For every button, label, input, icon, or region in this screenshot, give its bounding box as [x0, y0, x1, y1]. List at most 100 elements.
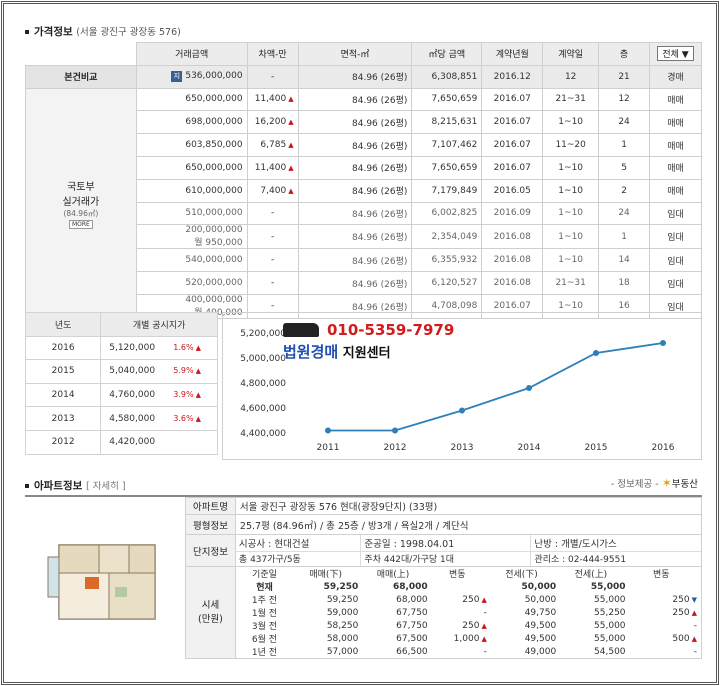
- sale-high: 67,750: [396, 607, 428, 618]
- sale-change-cell: 250 ▲: [428, 593, 487, 606]
- sale-change: 250: [462, 620, 480, 631]
- land-price-pct: 3.9%: [173, 390, 194, 400]
- floor-plan-image: [45, 537, 165, 625]
- apt-name-value: 서울 광진구 광장동 576 현대(광장9단지) (33평): [234, 497, 703, 515]
- contract-month-cell: 2016.09: [481, 201, 544, 226]
- land-price-pct: 1.6%: [173, 342, 194, 352]
- apt-name-row: 아파트명 서울 광진구 광장동 576 현대(광장9단지) (33평): [185, 497, 703, 515]
- market-header-row: 기준일 매매(下) 매매(上) 변동 전세(下) 전세(上) 변동: [236, 567, 697, 580]
- amount-cell: 200,000,000 월 950,000: [135, 224, 248, 250]
- per-area-cell: 6,002,825: [411, 201, 483, 226]
- per-area-cell: 6,308,851: [411, 64, 483, 89]
- price-row: 603,850,000 6,785 ▲ 84.96 (26평) 7,107,462 201…: [26, 133, 703, 157]
- land-price-table: 년도 개별 공시지가 2016 5,120,000 1.6% ▲ 2015 5,040,0…: [24, 312, 218, 455]
- apt-title-text: 아파트정보: [34, 480, 83, 492]
- detail-link[interactable]: [ 자세히 ]: [85, 481, 126, 492]
- filter-select[interactable]: 전체 ▼: [657, 46, 694, 62]
- land-price-row: 2014 4,760,000 3.9% ▲: [24, 382, 218, 408]
- per-area-cell: 7,179,849: [411, 178, 483, 203]
- deal-type-cell: 임대: [648, 201, 703, 226]
- y-tick-label: 4,600,000: [240, 404, 286, 414]
- diff: 11,400: [254, 94, 287, 105]
- header-per-area: ㎡당 금액: [411, 42, 483, 66]
- market-table: 기준일 매매(下) 매매(上) 변동 전세(下) 전세(上) 변동 현재 59,250 68,0…: [236, 567, 697, 658]
- sale-high: 66,500: [396, 646, 428, 657]
- amount: 520,000,000: [185, 278, 243, 289]
- jeonse-low: 50,000: [521, 581, 557, 592]
- year-cell: 2015: [24, 359, 102, 384]
- header-year: 년도: [24, 312, 102, 337]
- market-date: 3월 전: [251, 622, 278, 632]
- per-area-cell: 4,708,098: [411, 293, 483, 319]
- data-point: [593, 350, 599, 356]
- market-header: 기준일: [252, 570, 277, 580]
- office-phone: 관리소 : 02-444-9551: [534, 555, 627, 566]
- deal-type-cell: 임대: [648, 224, 703, 250]
- sale-high: 67,750: [396, 620, 428, 631]
- data-point: [526, 385, 532, 391]
- watermark-phone: 010-5359-7979: [327, 321, 455, 339]
- contract-day-cell: 1~10: [542, 224, 600, 250]
- side-area: (84.96㎡): [63, 208, 99, 218]
- sale-change-cell: 250 ▲: [428, 619, 487, 632]
- floor-cell: 24: [598, 110, 650, 135]
- floor-cell: 18: [598, 271, 650, 295]
- bullet-icon: [25, 484, 29, 488]
- source-credit: - 정보제공 - ✶부동산: [611, 476, 698, 490]
- data-point: [660, 340, 666, 346]
- price-row: 본건비교 지 536,000,000-84.96 (26평) 6,308,851 201…: [25, 64, 703, 89]
- price-row: 610,000,000 7,400 ▲ 84.96 (26평) 7,179,849 201…: [26, 178, 703, 203]
- land-price-row: 2012 4,420,000: [24, 429, 218, 455]
- market-row: 1월 전 59,000 67,750-49,750 55,250 250 ▲: [236, 606, 697, 620]
- x-tick-label: 2012: [384, 443, 407, 453]
- diff: -: [270, 278, 275, 289]
- amount-cell: 540,000,000: [135, 248, 248, 273]
- up-arrow-icon: ▲: [691, 608, 697, 617]
- area-cell: 84.96 (26평): [297, 248, 413, 273]
- car-icon: [283, 323, 319, 337]
- contract-day-cell: 1~10: [542, 201, 600, 226]
- contract-month-cell: 2016.05: [481, 178, 544, 203]
- amount: 650,000,000: [185, 162, 243, 173]
- sale-low: 59,250: [323, 581, 359, 592]
- market-header: 전세(下): [505, 570, 538, 580]
- x-tick-label: 2015: [585, 443, 608, 453]
- area-cell: 84.96 (26평): [297, 201, 413, 226]
- deal-type-cell: 매매: [648, 87, 703, 112]
- area-cell: 84.96 (26평): [297, 293, 413, 319]
- market-row: 현재 59,250 68,000 50,000 55,000: [236, 580, 697, 594]
- area-cell: 84.96 (26평): [297, 64, 413, 89]
- jeonse-high: 55,000: [590, 581, 626, 592]
- contract-month-cell: 2016.12: [481, 64, 544, 89]
- per-area-cell: 6,120,527: [411, 271, 483, 295]
- land-price-cell: 5,040,000 5.9% ▲: [100, 359, 218, 384]
- amount-cell: 610,000,000: [135, 178, 248, 203]
- header-land-price: 개별 공시지가: [100, 312, 218, 337]
- contract-day-cell: 1~10: [542, 293, 600, 319]
- up-arrow-icon: ▲: [481, 634, 487, 643]
- diff-cell: 16,200 ▲: [246, 110, 299, 135]
- contract-day-cell: 11~20: [542, 133, 600, 157]
- jeonse-change: 250: [672, 594, 690, 605]
- floor-cell: 1: [598, 224, 650, 250]
- chart-svg: 5,200,000 5,000,000 4,800,000 4,600,000 4,40…: [240, 329, 675, 453]
- jeonse-high: 55,000: [594, 620, 626, 631]
- label-apt-name: 아파트명: [185, 497, 236, 515]
- sale-change: 250: [462, 594, 480, 605]
- more-button[interactable]: MORE: [68, 219, 93, 229]
- area-cell: 84.96 (26평): [297, 155, 413, 180]
- per-area-cell: 8,215,631: [411, 110, 483, 135]
- up-arrow-icon: ▲: [288, 141, 294, 150]
- y-tick-label: 4,400,000: [240, 429, 286, 439]
- up-arrow-icon: ▲: [691, 634, 697, 643]
- up-arrow-icon: ▲: [481, 621, 487, 630]
- market-cell: 기준일 매매(下) 매매(上) 변동 전세(下) 전세(上) 변동 현재 59,250 68,0…: [234, 566, 703, 659]
- floor-cell: 24: [598, 201, 650, 226]
- label-complex: 단지정보: [185, 534, 236, 567]
- sale-low: 58,250: [326, 620, 359, 631]
- market-header: 매매(下): [309, 570, 342, 580]
- amount-cell: 520,000,000: [135, 271, 248, 295]
- price-section-title: 가격정보 (서울 광진구 광장동 576): [25, 24, 181, 39]
- jeonse-change-cell: 250 ▼: [626, 593, 697, 606]
- amount-cell: 650,000,000: [135, 155, 248, 180]
